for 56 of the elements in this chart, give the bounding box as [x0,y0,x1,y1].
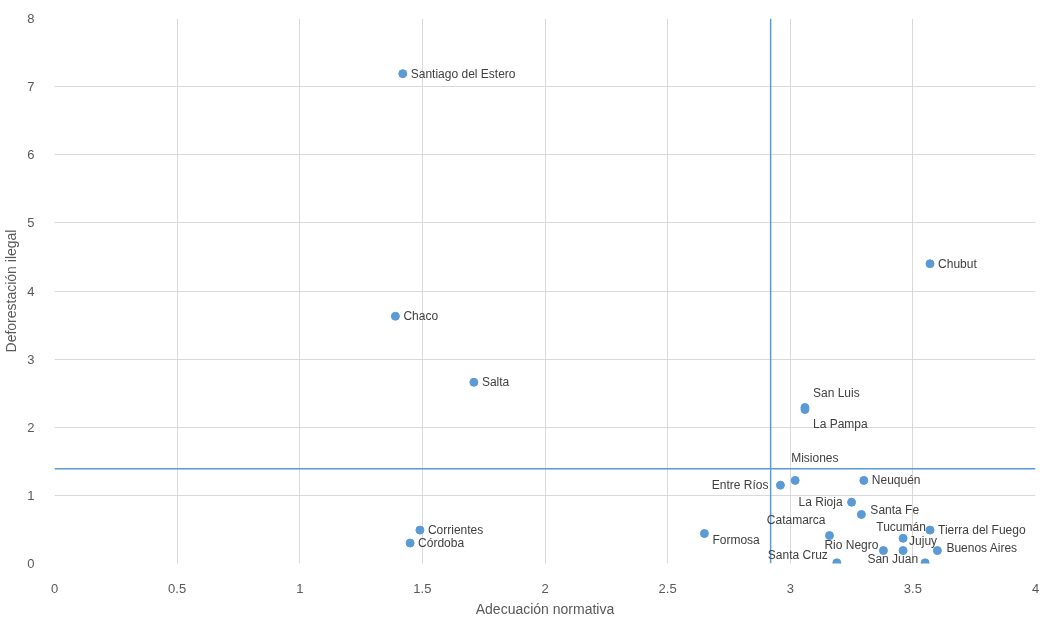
point [925,259,935,269]
y-tick-label: 8 [27,11,35,26]
y-tick-label: 2 [27,419,35,435]
y-tick-label: 3 [27,351,35,367]
series-label: Formosa [712,532,761,547]
y-tick-label: 6 [27,147,35,163]
x-tick-label: 0 [50,580,59,596]
point [925,525,935,535]
series-label: Santa Fe [870,503,920,518]
series-label: San Luis [812,386,860,401]
point [898,533,908,543]
series-label: San Juan [867,552,919,567]
series-label: Jujuy [909,533,938,548]
series-label: Buenos Aires [946,540,1018,555]
x-tick-label: 3 [786,580,794,596]
x-tick-label: 1.5 [413,580,432,596]
x-tick-label: 2 [541,580,549,596]
series-label: Tucumán [876,520,926,535]
point [469,377,479,387]
y-tick-label: 5 [27,215,35,231]
y-tick-label: 4 [27,283,35,299]
series-label: Córdoba [418,536,465,551]
point [775,480,785,490]
series-label: Misiones [791,451,839,466]
y-tick-label: 7 [27,79,35,95]
series-label: Entre Ríos [711,478,769,493]
y-tick-label: 0 [27,556,35,571]
series-label: La Rioja [798,495,843,510]
series-label: Neuquén [871,473,921,488]
series-label: Chubut [938,256,978,271]
series-label: Chaco [403,309,439,324]
x-tick-label: 4 [1031,580,1040,596]
point [824,531,834,541]
point [699,529,709,539]
point [859,475,869,485]
y-tick-label: 1 [27,487,35,503]
series-label: Corrientes [427,523,484,538]
x-tick-label: 1 [296,580,304,596]
x-tick-label: 3.5 [903,580,922,596]
point [398,69,408,79]
series-label: Tierra del Fuego [938,523,1026,538]
point [415,525,425,535]
point [856,509,866,519]
series-label: La Pampa [812,416,868,431]
point [847,497,857,507]
series-label: Rio Negro [824,537,879,552]
series-label: Salta [481,375,510,390]
point [405,538,415,548]
x-tick-label: 2.5 [658,580,677,596]
series-label: Santiago del Estero [410,66,516,81]
point [790,475,800,485]
y-axis-title: Deforestación ilegal [3,229,20,353]
x-tick-label: 0.5 [168,580,187,596]
x-axis-title: Adecuación normativa [475,600,615,617]
point [932,546,942,556]
point [390,311,400,321]
